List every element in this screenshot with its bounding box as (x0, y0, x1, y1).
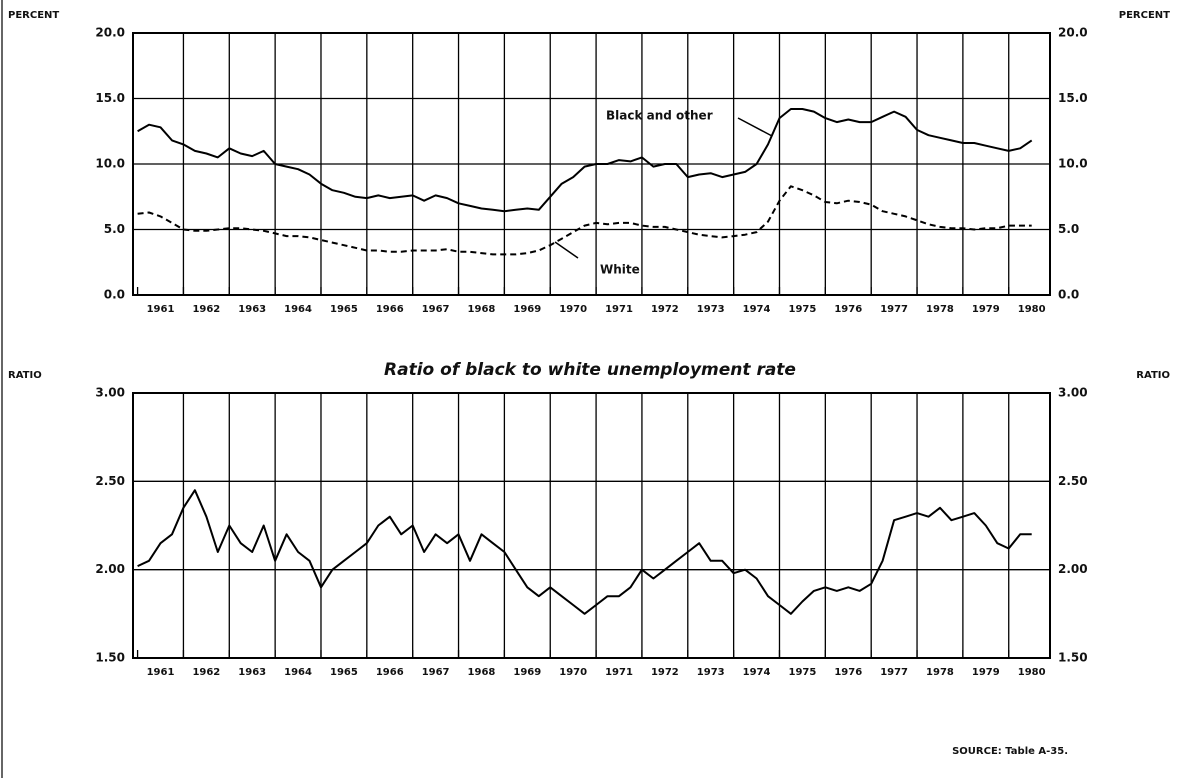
y-axis-label: RATIO (1136, 370, 1170, 381)
y-tick-label: 3.00 (1058, 386, 1088, 400)
y-tick-label: 20.0 (95, 26, 125, 40)
x-tick-label: 1977 (880, 304, 908, 315)
x-tick-label: 1975 (788, 667, 816, 678)
x-tick-label: 1977 (880, 667, 908, 678)
x-tick-label: 1972 (651, 304, 679, 315)
x-tick-label: 1976 (834, 667, 862, 678)
y-tick-label: 15.0 (95, 91, 125, 105)
annotation-leader (737, 117, 773, 137)
y-tick-label: 2.00 (95, 562, 125, 576)
x-tick-label: 1961 (147, 304, 175, 315)
x-tick-label: 1968 (468, 667, 496, 678)
y-tick-label: 10.0 (1058, 157, 1088, 171)
x-tick-label: 1980 (1018, 667, 1046, 678)
x-tick-label: 1967 (422, 304, 450, 315)
x-tick-label: 1965 (330, 304, 358, 315)
data-line (137, 489, 1032, 615)
x-tick-label: 1971 (605, 667, 633, 678)
plot-frame (132, 392, 1051, 659)
data-line (137, 108, 1033, 213)
data-line (137, 185, 1032, 256)
y-axis-label: PERCENT (8, 10, 59, 21)
x-tick-label: 1973 (697, 304, 725, 315)
x-tick-label: 1971 (605, 304, 633, 315)
y-tick-label: 0.0 (104, 288, 125, 302)
x-tick-label: 1961 (147, 667, 175, 678)
x-tick-label: 1964 (284, 667, 312, 678)
x-tick-label: 1978 (926, 304, 954, 315)
x-tick-label: 1979 (972, 667, 1000, 678)
y-tick-label: 2.50 (1058, 474, 1088, 488)
y-tick-label: 2.00 (1058, 562, 1088, 576)
chart-title: Ratio of black to white unemployment rat… (384, 360, 796, 380)
source-note: SOURCE: Table A-35. (952, 746, 1068, 757)
y-tick-label: 3.00 (95, 386, 125, 400)
y-tick-label: 5.0 (1058, 222, 1079, 236)
annotation: White (600, 263, 640, 277)
x-tick-label: 1979 (972, 304, 1000, 315)
x-tick-label: 1974 (743, 667, 771, 678)
y-tick-label: 20.0 (1058, 26, 1088, 40)
y-tick-label: 0.0 (1058, 288, 1079, 302)
x-tick-label: 1975 (788, 304, 816, 315)
x-tick-label: 1962 (192, 667, 220, 678)
x-tick-label: 1964 (284, 304, 312, 315)
y-tick-label: 15.0 (1058, 91, 1088, 105)
y-tick-label: 1.50 (95, 651, 125, 665)
x-tick-label: 1967 (422, 667, 450, 678)
x-tick-label: 1980 (1018, 304, 1046, 315)
x-tick-label: 1970 (559, 304, 587, 315)
y-tick-label: 10.0 (95, 157, 125, 171)
x-tick-label: 1969 (513, 667, 541, 678)
x-tick-label: 1974 (743, 304, 771, 315)
y-axis-label: PERCENT (1119, 10, 1170, 21)
annotation-leader (554, 241, 579, 259)
x-tick-label: 1966 (376, 304, 404, 315)
annotation: Black and other (606, 109, 713, 123)
y-tick-label: 1.50 (1058, 651, 1088, 665)
x-tick-label: 1963 (238, 667, 266, 678)
x-tick-label: 1976 (834, 304, 862, 315)
x-tick-label: 1963 (238, 304, 266, 315)
x-tick-label: 1966 (376, 667, 404, 678)
x-tick-label: 1968 (468, 304, 496, 315)
y-axis-label: RATIO (8, 370, 42, 381)
x-tick-label: 1973 (697, 667, 725, 678)
x-tick-label: 1978 (926, 667, 954, 678)
x-tick-label: 1970 (559, 667, 587, 678)
x-tick-label: 1972 (651, 667, 679, 678)
x-tick-label: 1962 (192, 304, 220, 315)
y-tick-label: 5.0 (104, 222, 125, 236)
y-tick-label: 2.50 (95, 474, 125, 488)
x-tick-label: 1965 (330, 667, 358, 678)
x-tick-label: 1969 (513, 304, 541, 315)
